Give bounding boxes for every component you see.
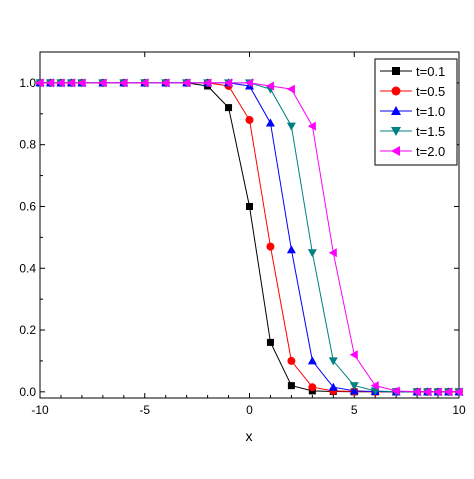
data-point (203, 78, 212, 88)
data-point (286, 84, 295, 94)
data-point (224, 78, 233, 88)
data-point (349, 386, 359, 395)
x-tick-label: 5 (351, 403, 358, 417)
data-point (266, 242, 275, 251)
data-point (454, 387, 463, 397)
data-point (328, 382, 338, 391)
data-point (245, 115, 254, 124)
y-tick-label: 0.0 (19, 385, 36, 399)
data-point (286, 245, 296, 254)
data-point (266, 338, 274, 346)
data-point (412, 387, 421, 397)
x-tick-label: 10 (452, 403, 466, 417)
data-point (245, 78, 253, 88)
y-tick-label: 0.8 (19, 138, 36, 152)
data-point (391, 386, 400, 396)
data-point (45, 78, 54, 88)
data-point (98, 78, 107, 88)
y-tick-label: 1.0 (19, 76, 36, 90)
data-point (246, 202, 253, 210)
data-point (370, 381, 379, 391)
data-point (265, 81, 274, 91)
legend-marker (392, 67, 400, 75)
data-point (328, 357, 338, 366)
legend-label: t=2.0 (416, 144, 445, 159)
series-t=2.0 (35, 78, 463, 397)
data-point (444, 387, 453, 397)
legend-marker (391, 106, 401, 115)
data-point (433, 387, 442, 397)
data-point (307, 249, 317, 258)
data-point (307, 356, 317, 365)
data-point (349, 382, 359, 391)
x-tick-label: -5 (139, 403, 150, 417)
data-point (182, 78, 191, 88)
y-tick-label: 0.6 (19, 199, 36, 213)
data-point (77, 78, 86, 88)
data-point (225, 104, 233, 112)
data-point (56, 78, 65, 88)
x-tick-label: -10 (31, 403, 49, 417)
data-point (287, 356, 296, 365)
data-point (161, 78, 170, 88)
data-point (286, 122, 296, 131)
data-point (423, 387, 432, 397)
legend-box (374, 58, 458, 166)
data-point (307, 121, 316, 131)
data-point (119, 78, 128, 88)
y-tick-label: 0.2 (19, 323, 36, 337)
x-tick-label: 0 (246, 403, 253, 417)
data-point (35, 78, 44, 88)
legend: t=0.1 t=0.5 t=1.0 t=1.5 t=2.0 (374, 58, 458, 166)
y-tick-label: 0.4 (19, 261, 36, 275)
data-point (140, 78, 149, 88)
legend-marker (391, 146, 400, 156)
data-point (308, 383, 317, 392)
data-point (66, 78, 75, 88)
data-point (328, 248, 337, 258)
legend-marker (391, 86, 401, 96)
x-axis-title: x (246, 428, 253, 444)
legend-label: t=1.5 (416, 124, 445, 139)
legend-label: t=1.0 (416, 104, 445, 119)
series-layer (35, 78, 464, 397)
data-point (287, 382, 295, 390)
legend-marker (391, 127, 401, 136)
legend-label: t=0.5 (416, 84, 445, 99)
legend-label: t=0.1 (416, 64, 445, 79)
data-point (349, 350, 358, 360)
data-point (265, 118, 275, 127)
